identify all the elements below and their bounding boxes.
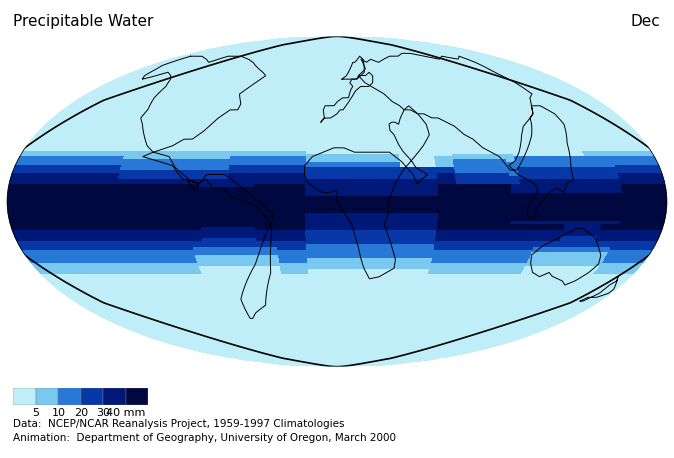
Bar xyxy=(81,388,103,405)
Bar xyxy=(13,388,36,405)
Text: Precipitable Water: Precipitable Water xyxy=(13,14,154,29)
Bar xyxy=(126,388,148,405)
Text: 10: 10 xyxy=(51,408,65,418)
Text: Animation:  Department of Geography, University of Oregon, March 2000: Animation: Department of Geography, Univ… xyxy=(13,433,396,443)
Bar xyxy=(103,388,126,405)
Text: 5: 5 xyxy=(32,408,40,418)
Bar xyxy=(59,388,81,405)
Text: 30: 30 xyxy=(96,408,111,418)
Text: Data:  NCEP/NCAR Reanalysis Project, 1959-1997 Climatologies: Data: NCEP/NCAR Reanalysis Project, 1959… xyxy=(13,419,345,429)
Bar xyxy=(36,388,59,405)
Text: 40 mm: 40 mm xyxy=(106,408,146,418)
Text: 20: 20 xyxy=(74,408,88,418)
Text: Dec: Dec xyxy=(631,14,661,29)
